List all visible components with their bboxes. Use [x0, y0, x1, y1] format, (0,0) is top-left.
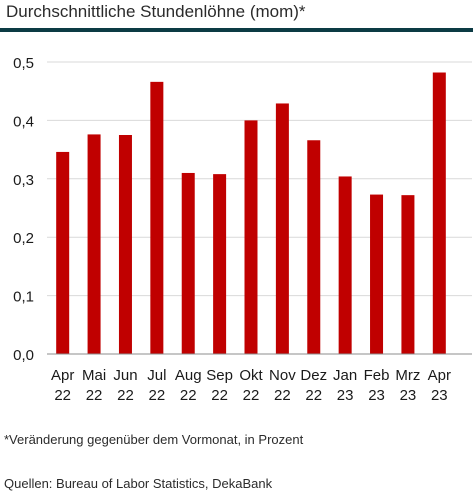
gridlines: [47, 61, 472, 297]
bar: [432, 72, 446, 355]
x-tick-label-year: 23: [400, 387, 417, 404]
x-tick-label-month: Feb: [364, 367, 390, 384]
bar: [275, 103, 289, 355]
x-tick-label-month: Apr: [51, 367, 74, 384]
x-tick-label-month: Apr: [428, 367, 451, 384]
x-tick-label-year: 22: [86, 387, 103, 404]
x-tick-label-month: Aug: [175, 367, 202, 384]
x-axis-ticks: Apr 22 Mai 22 Jun 22 Jul 22 Aug 22 Sep 22 Okt 22 Nov 22…: [47, 353, 472, 404]
bar: [370, 194, 384, 354]
bar: [56, 151, 70, 354]
y-tick-label: 0,2: [13, 230, 34, 247]
x-tick-label-month: Mai: [82, 367, 106, 384]
x-tick-label-month: Sep: [206, 367, 233, 384]
bar: [87, 134, 101, 354]
footnote: *Veränderung gegenüber dem Vormonat, in …: [4, 432, 304, 447]
x-tick-label-month: Dez: [300, 367, 327, 384]
x-tick-label-year: 23: [368, 387, 385, 404]
source-note: Quellen: Bureau of Labor Statistics, Dek…: [4, 476, 273, 491]
bar: [181, 172, 195, 354]
bar-chart: 0,00,10,20,30,40,5 Apr22Mai22Jun22Jul22A…: [13, 55, 472, 404]
bar: [213, 174, 227, 354]
x-tick-label-month: Nov: [269, 367, 296, 384]
x-tick-label-year: 22: [274, 387, 291, 404]
bar: [150, 81, 164, 354]
x-tick-label-year: 22: [180, 387, 197, 404]
x-tick-label-year: 23: [431, 387, 448, 404]
y-tick-label: 0,1: [13, 289, 34, 306]
y-tick-label: 0,5: [13, 55, 34, 72]
x-tick-label-year: 22: [149, 387, 166, 404]
x-tick-label-year: 22: [243, 387, 260, 404]
title-rule: [0, 28, 473, 32]
y-tick-label: 0,4: [13, 113, 34, 130]
x-tick-label-year: 22: [117, 387, 134, 404]
x-tick-label-year: 22: [54, 387, 71, 404]
bar: [118, 135, 132, 354]
y-axis-ticks: 0,0 0,1 0,2 0,3 0,4 0,5: [13, 55, 34, 364]
x-tick-label-year: 22: [305, 387, 322, 404]
bar: [244, 120, 258, 355]
y-tick-label: 0,0: [13, 347, 34, 364]
x-tick-label-month: Jul: [147, 367, 166, 384]
bar: [338, 176, 352, 354]
x-tick-label-month: Jan: [333, 367, 357, 384]
x-tick-label-year: 22: [211, 387, 228, 404]
chart-title: Durchschnittliche Stundenlöhne (mom)*: [6, 2, 306, 21]
bar: [401, 195, 415, 354]
bar: [307, 140, 321, 354]
x-tick-label-month: Jun: [113, 367, 137, 384]
x-tick-label-month: Okt: [239, 367, 263, 384]
x-tick-label-year: 23: [337, 387, 354, 404]
x-tick-label-month: Mrz: [395, 367, 420, 384]
bars: [56, 72, 446, 355]
y-tick-label: 0,3: [13, 172, 34, 189]
